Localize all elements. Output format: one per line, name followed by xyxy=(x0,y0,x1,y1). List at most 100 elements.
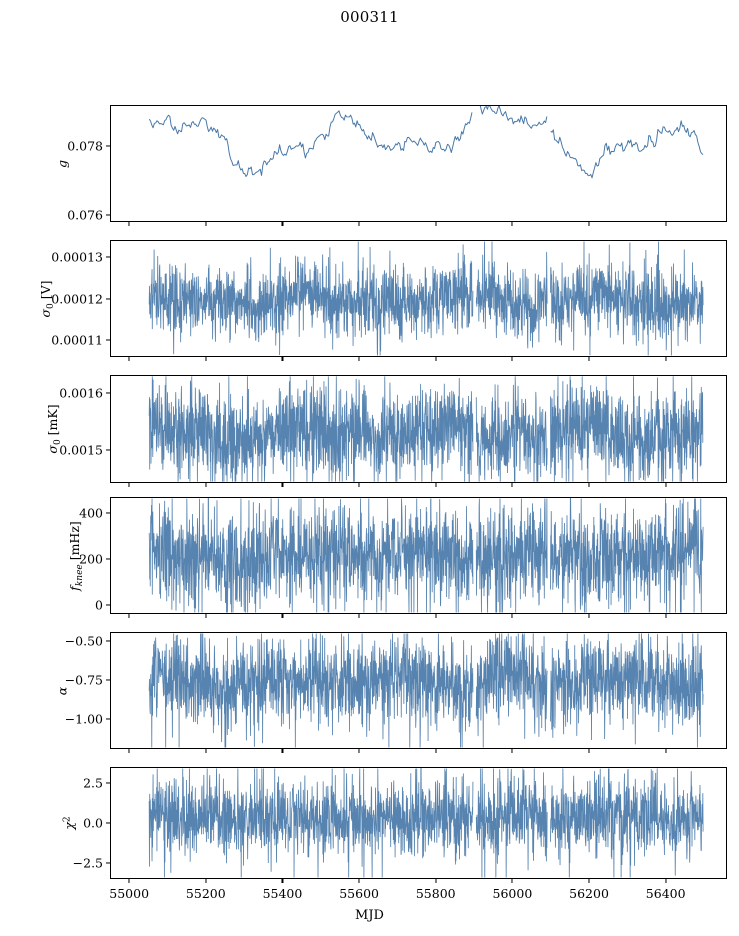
x-tick-mark-3-3 xyxy=(358,614,360,618)
y-tick-label-0-1: 0.078 xyxy=(67,138,103,154)
x-tick-mark-2-7 xyxy=(665,483,667,487)
x-tick-mark-2-6 xyxy=(588,483,590,487)
data-band-2 xyxy=(148,376,704,482)
x-tick-mark-1-1 xyxy=(205,357,207,361)
x-tick-mark-5-0 xyxy=(128,879,130,883)
x-tick-mark-0-1 xyxy=(205,222,207,226)
y-tick-mark-5-1 xyxy=(106,822,110,824)
x-tick-mark-1-2 xyxy=(281,357,283,361)
y-tick-label-4-0: −1.00 xyxy=(64,711,103,727)
y-tick-mark-0-1 xyxy=(106,145,110,147)
x-tick-mark-5-2 xyxy=(281,879,283,883)
x-tick-mark-2-3 xyxy=(358,483,360,487)
y-tick-label-5-2: 2.5 xyxy=(83,775,103,791)
x-tick-label-0: 55000 xyxy=(109,886,150,901)
x-tick-mark-2-0 xyxy=(128,483,130,487)
x-tick-mark-5-6 xyxy=(588,879,590,883)
y-axis-label-0: g xyxy=(54,159,69,168)
y-tick-label-1-0: 0.00011 xyxy=(51,332,103,348)
x-tick-mark-1-0 xyxy=(128,357,130,361)
x-axis-label: MJD xyxy=(355,908,384,923)
y-tick-mark-4-1 xyxy=(106,679,110,681)
x-tick-label-1: 55200 xyxy=(185,886,226,901)
x-tick-mark-0-3 xyxy=(358,222,360,226)
y-tick-mark-3-2 xyxy=(106,512,110,514)
y-tick-label-2-0: 0.0015 xyxy=(59,442,103,458)
x-tick-mark-3-4 xyxy=(435,614,437,618)
y-tick-label-2-1: 0.0016 xyxy=(59,385,103,401)
x-tick-mark-1-4 xyxy=(435,357,437,361)
y-tick-mark-4-0 xyxy=(106,718,110,720)
x-tick-mark-2-4 xyxy=(435,483,437,487)
y-tick-mark-0-0 xyxy=(106,214,110,216)
y-axis-label-2: σ0 [mK] xyxy=(45,404,63,454)
series-plot-4 xyxy=(148,633,704,748)
y-axis-label-1: σ0 [V] xyxy=(38,279,56,318)
y-tick-mark-3-1 xyxy=(106,558,110,560)
x-tick-label-6: 56200 xyxy=(569,886,609,901)
y-axis-label-5: χ2 xyxy=(61,816,77,830)
x-tick-mark-4-4 xyxy=(435,749,437,753)
y-tick-label-4-2: −0.50 xyxy=(64,633,103,649)
data-band-5 xyxy=(148,768,704,878)
y-tick-mark-3-0 xyxy=(106,604,110,606)
x-tick-mark-3-7 xyxy=(665,614,667,618)
plot-panel-5 xyxy=(110,767,727,879)
y-tick-label-5-0: −2.5 xyxy=(72,855,103,871)
x-tick-mark-1-6 xyxy=(588,357,590,361)
y-tick-mark-1-1 xyxy=(106,297,110,300)
y-tick-mark-5-0 xyxy=(106,862,110,864)
x-tick-mark-4-2 xyxy=(281,749,283,753)
x-tick-mark-3-1 xyxy=(205,614,207,618)
x-tick-mark-0-6 xyxy=(588,222,590,226)
series-plot-0 xyxy=(148,106,704,179)
x-tick-mark-3-0 xyxy=(128,614,130,618)
x-tick-mark-4-6 xyxy=(588,749,590,753)
series-plot-3 xyxy=(148,498,704,613)
y-tick-label-5-1: 0.0 xyxy=(83,815,103,831)
x-tick-label-4: 55800 xyxy=(415,886,456,901)
x-tick-mark-0-0 xyxy=(128,222,130,226)
data-line-0 xyxy=(148,106,704,179)
x-tick-mark-3-5 xyxy=(511,614,513,618)
figure-title: 000311 xyxy=(340,8,399,26)
y-tick-mark-1-0 xyxy=(106,339,110,341)
x-tick-label-5: 56000 xyxy=(492,886,533,901)
data-band-3 xyxy=(148,498,704,613)
plot-panel-4 xyxy=(110,632,727,749)
y-tick-label-0-0: 0.076 xyxy=(67,207,103,223)
y-tick-label-3-1: 200 xyxy=(79,551,103,567)
x-tick-mark-4-7 xyxy=(665,749,667,753)
x-tick-mark-1-5 xyxy=(511,357,513,361)
y-tick-mark-1-2 xyxy=(106,256,110,258)
x-tick-label-2: 55400 xyxy=(262,886,303,901)
series-plot-1 xyxy=(148,241,704,356)
x-tick-mark-5-1 xyxy=(205,879,207,883)
x-tick-mark-4-1 xyxy=(205,749,207,753)
plot-panel-1 xyxy=(110,240,727,357)
plot-panel-3 xyxy=(110,497,727,614)
x-tick-mark-3-2 xyxy=(281,614,283,618)
x-tick-mark-1-7 xyxy=(665,357,667,361)
y-tick-label-1-2: 0.00013 xyxy=(51,249,103,265)
x-tick-mark-4-3 xyxy=(358,749,360,753)
x-tick-label-7: 56400 xyxy=(645,886,686,901)
series-plot-5 xyxy=(148,768,704,878)
data-band-1 xyxy=(148,241,704,356)
y-tick-mark-4-2 xyxy=(106,640,110,642)
x-tick-mark-1-3 xyxy=(358,357,360,361)
x-tick-mark-0-2 xyxy=(281,222,283,226)
x-tick-mark-4-5 xyxy=(511,749,513,753)
y-axis-label-3: fknee [mHz] xyxy=(67,520,85,591)
series-plot-2 xyxy=(148,376,704,482)
plot-panel-2 xyxy=(110,375,727,483)
y-tick-label-1-1: 0.00012 xyxy=(51,291,103,306)
y-tick-label-3-2: 400 xyxy=(79,505,103,521)
x-tick-label-3: 55600 xyxy=(339,886,379,901)
x-tick-mark-0-4 xyxy=(435,222,437,226)
x-tick-mark-0-7 xyxy=(665,222,667,226)
x-tick-mark-0-5 xyxy=(511,222,513,226)
x-tick-mark-5-7 xyxy=(665,879,667,883)
x-tick-mark-5-3 xyxy=(358,879,360,883)
x-tick-mark-2-5 xyxy=(511,483,513,487)
